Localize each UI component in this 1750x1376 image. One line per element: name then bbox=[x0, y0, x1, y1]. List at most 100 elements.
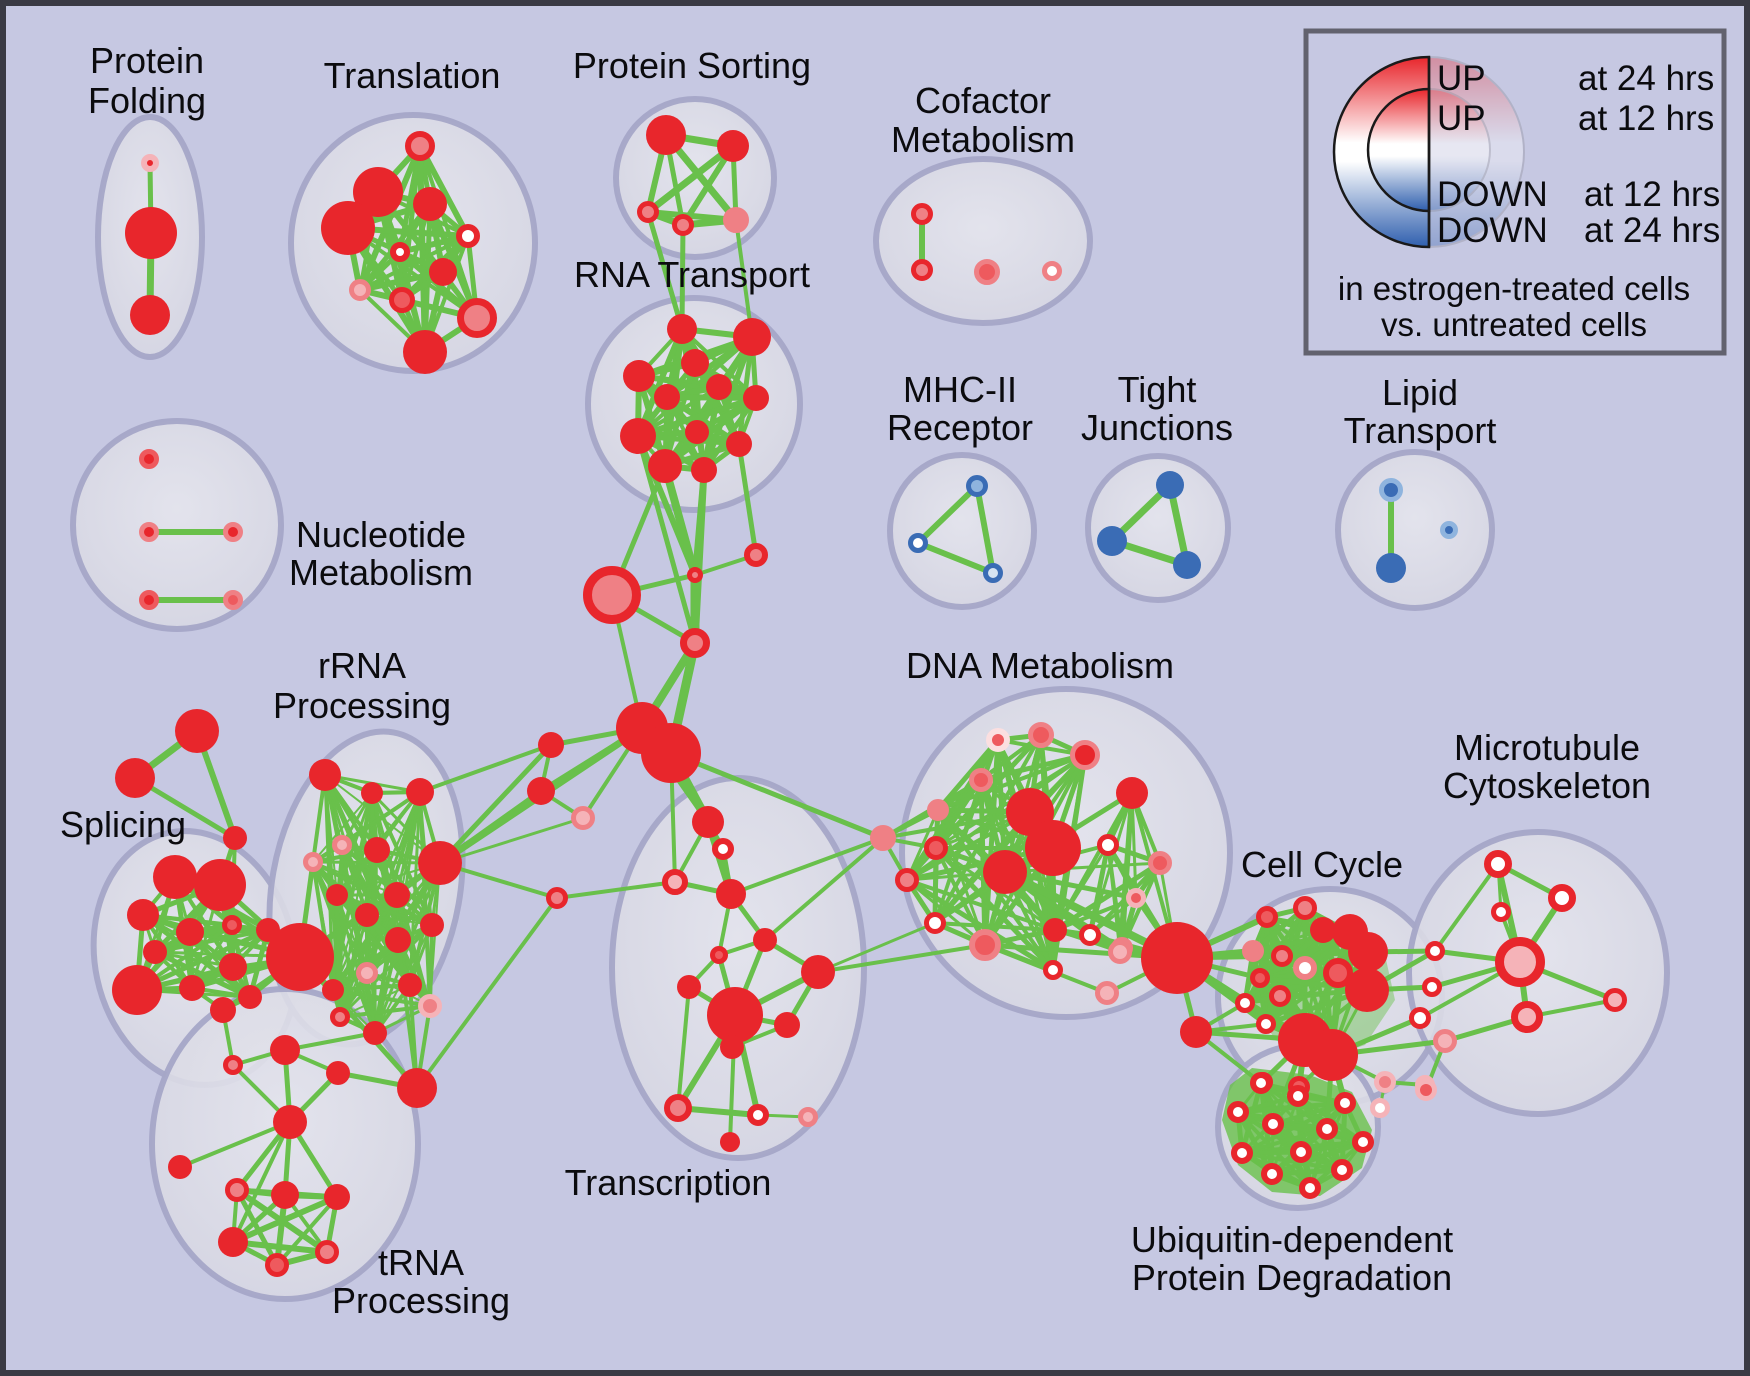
graph-edge bbox=[1433, 862, 1500, 953]
graph-node-mt7 bbox=[1415, 1079, 1437, 1101]
graph-node-tj2 bbox=[1173, 551, 1201, 579]
cluster-label-microtubule-cytoskeleton: Cytoskeleton bbox=[1443, 765, 1651, 806]
graph-node-ub2 bbox=[1334, 1092, 1356, 1114]
cluster-label-transcription: Transcription bbox=[565, 1162, 772, 1203]
graph-node-tc1 bbox=[712, 838, 734, 860]
graph-node-st2 bbox=[223, 826, 247, 850]
graph-node-cc8 bbox=[1323, 958, 1353, 988]
graph-edge bbox=[1240, 1151, 1344, 1172]
graph-node-ps4 bbox=[723, 207, 749, 233]
graph-node-rt2 bbox=[681, 349, 709, 377]
graph-node-tc7 bbox=[801, 955, 835, 989]
graph-node-tc6 bbox=[753, 928, 777, 952]
graph-node-r6 bbox=[418, 841, 462, 885]
graph-edge bbox=[679, 222, 686, 332]
graph-node-mt6 bbox=[1511, 1001, 1543, 1033]
graph-node-dm12 bbox=[1079, 924, 1101, 946]
graph-edge bbox=[230, 1239, 330, 1255]
graph-node-mt1 bbox=[1548, 884, 1576, 912]
graph-node-tn5 bbox=[168, 1155, 192, 1179]
graph-node-tc11 bbox=[720, 1035, 744, 1059]
graph-node-dm22 bbox=[895, 868, 919, 892]
graph-node-st0 bbox=[175, 709, 219, 753]
graph-node-tc9 bbox=[707, 987, 763, 1043]
graph-node-cf0 bbox=[911, 203, 933, 225]
graph-node-cc13 bbox=[1256, 1014, 1276, 1034]
cluster-label-tight-junctions: Junctions bbox=[1081, 407, 1233, 448]
graph-node-r15 bbox=[418, 994, 442, 1018]
graph-node-cc10 bbox=[1250, 968, 1270, 988]
graph-node-mt3 bbox=[1495, 937, 1545, 987]
graph-edge bbox=[178, 1120, 292, 1169]
graph-edge bbox=[418, 743, 553, 794]
graph-node-cc18 bbox=[1409, 1007, 1431, 1029]
graph-node-cc16 bbox=[1425, 941, 1445, 961]
graph-edge bbox=[555, 880, 677, 900]
graph-node-cf2 bbox=[974, 259, 1000, 285]
graph-edge bbox=[729, 836, 885, 896]
graph-edge bbox=[231, 1120, 292, 1244]
graph-node-tc12 bbox=[664, 1094, 692, 1122]
graph-node-cc1 bbox=[1293, 896, 1317, 920]
graph-node-r12 bbox=[356, 962, 378, 984]
graph-node-s2 bbox=[127, 899, 159, 931]
graph-node-nm1 bbox=[139, 522, 159, 542]
graph-node-s3 bbox=[176, 918, 204, 946]
legend-row-time: at 24 hrs bbox=[1578, 59, 1714, 98]
graph-node-tj1 bbox=[1097, 526, 1127, 556]
graph-node-tc13 bbox=[747, 1104, 769, 1126]
graph-edge bbox=[734, 218, 754, 339]
cluster-ellipse-trna-processing bbox=[149, 986, 421, 1302]
graph-node-dm3 bbox=[969, 768, 993, 792]
graph-node-ps2 bbox=[637, 201, 659, 223]
graph-node-dm7 bbox=[983, 850, 1027, 894]
cluster-label-tight-junctions: Tight bbox=[1118, 369, 1197, 410]
graph-node-tc3 bbox=[716, 879, 746, 909]
graph-node-r2 bbox=[406, 778, 434, 806]
graph-edge bbox=[701, 334, 755, 473]
graph-node-tn9 bbox=[218, 1227, 248, 1257]
legend-footer: in estrogen-treated cells bbox=[1338, 270, 1690, 307]
graph-node-cc15 bbox=[1306, 1029, 1358, 1081]
graph-node-mh1 bbox=[908, 533, 928, 553]
graph-node-ub5 bbox=[1316, 1118, 1338, 1140]
graph-edge bbox=[338, 923, 434, 1019]
graph-edge bbox=[332, 924, 433, 991]
graph-node-r18 bbox=[363, 1021, 387, 1045]
graph-node-lt1 bbox=[1440, 521, 1458, 539]
graph-edge bbox=[668, 750, 886, 841]
graph-node-rt4 bbox=[706, 374, 732, 400]
graph-node-tc2 bbox=[662, 869, 688, 895]
graph-node-st1 bbox=[115, 758, 155, 798]
graph-node-ub0 bbox=[1250, 1072, 1272, 1094]
graph-node-nm0 bbox=[139, 449, 159, 469]
cluster-ellipse-cofactor-metabolism bbox=[873, 156, 1093, 326]
graph-node-ps1 bbox=[717, 130, 749, 162]
graph-node-dm4 bbox=[927, 799, 949, 821]
cluster-label-splicing: Splicing bbox=[60, 804, 186, 845]
graph-edge bbox=[736, 441, 759, 558]
graph-node-s5 bbox=[143, 940, 167, 964]
graph-node-ub3 bbox=[1227, 1101, 1249, 1123]
graph-edge bbox=[437, 742, 554, 866]
graph-node-r10 bbox=[385, 927, 411, 953]
cluster-label-trna-processing: Processing bbox=[332, 1280, 510, 1321]
legend-row-label: UP bbox=[1437, 59, 1486, 98]
graph-node-rt8 bbox=[685, 420, 709, 444]
graph-edge bbox=[331, 861, 442, 992]
graph-edge bbox=[1269, 1167, 1345, 1177]
graph-edge bbox=[331, 983, 412, 992]
graph-nodes bbox=[112, 115, 1627, 1277]
cluster-label-nucleotide-metabolism: Nucleotide bbox=[296, 514, 466, 555]
legend-row-label: DOWN bbox=[1437, 211, 1548, 250]
graph-edge bbox=[153, 928, 270, 954]
legend: UP at 24 hrs UP at 12 hrs DOWN at 12 hrs DOWN a… bbox=[1303, 28, 1727, 356]
graph-edge bbox=[357, 269, 446, 293]
graph-node-tr5 bbox=[390, 242, 410, 262]
graph-node-rt7 bbox=[620, 418, 656, 454]
graph-edge bbox=[763, 836, 885, 942]
graph-node-dm8 bbox=[870, 825, 896, 851]
